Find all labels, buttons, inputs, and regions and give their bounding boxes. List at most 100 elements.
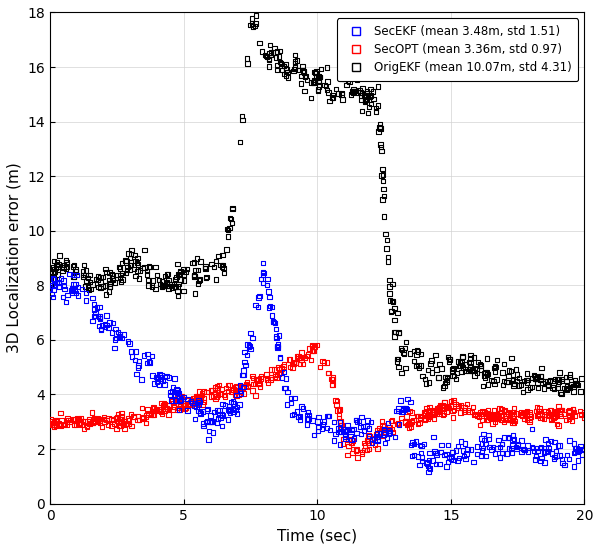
Point (369, 433, 379, 442)
Point (535, 410, 544, 419)
Point (179, 399, 189, 408)
Point (70, 272, 79, 281)
Point (182, 265, 192, 273)
Point (416, 411, 425, 420)
Point (266, 51, 275, 60)
Point (94, 322, 104, 331)
Point (215, 413, 225, 422)
Point (523, 447, 533, 456)
Point (223, 381, 233, 389)
Point (271, 53, 281, 62)
Point (341, 68, 351, 77)
Point (508, 441, 517, 450)
Point (247, 19, 257, 28)
Point (357, 449, 367, 458)
Point (344, 442, 353, 450)
Point (508, 417, 517, 426)
Point (417, 453, 427, 462)
Point (446, 454, 456, 463)
Point (284, 355, 294, 364)
Point (512, 409, 521, 418)
Point (162, 278, 172, 287)
Point (572, 379, 581, 388)
Point (50, 417, 60, 426)
Point (144, 262, 154, 271)
Point (562, 384, 571, 393)
Point (451, 446, 461, 455)
Point (58, 267, 67, 276)
Point (158, 376, 167, 385)
Point (355, 416, 364, 425)
Point (251, 391, 260, 400)
Point (248, 333, 257, 342)
Point (320, 81, 329, 90)
Point (215, 389, 225, 398)
Point (116, 418, 125, 427)
Point (179, 270, 188, 279)
Point (379, 428, 389, 437)
Point (406, 398, 415, 406)
Point (258, 271, 268, 279)
Point (484, 411, 494, 420)
Point (277, 373, 287, 382)
Point (468, 366, 478, 375)
Point (338, 425, 347, 433)
Point (275, 353, 284, 362)
Point (215, 410, 224, 419)
Point (191, 266, 200, 274)
Point (337, 427, 346, 436)
Point (308, 346, 318, 355)
Point (390, 332, 400, 341)
Point (478, 444, 488, 453)
Point (579, 410, 589, 419)
Point (93, 416, 103, 425)
Point (255, 292, 265, 300)
Point (179, 287, 188, 295)
Point (65, 415, 75, 424)
Point (133, 267, 142, 276)
Point (310, 77, 320, 86)
Point (167, 283, 177, 292)
Point (215, 261, 225, 270)
Point (101, 321, 111, 329)
Point (433, 404, 442, 413)
Point (506, 367, 515, 376)
Point (379, 212, 389, 221)
Point (256, 274, 266, 283)
Point (53, 262, 62, 271)
Point (462, 449, 472, 458)
Point (108, 416, 118, 425)
Point (537, 411, 547, 420)
Point (482, 370, 492, 379)
Point (385, 429, 394, 438)
Point (470, 364, 479, 372)
Point (68, 271, 78, 279)
Point (175, 267, 185, 276)
Point (447, 452, 457, 461)
Point (438, 383, 448, 392)
Point (74, 418, 84, 427)
Point (70, 421, 79, 430)
Point (396, 396, 406, 405)
Point (75, 419, 85, 427)
Point (239, 358, 249, 366)
Point (52, 416, 61, 425)
Point (294, 351, 304, 360)
Point (208, 417, 217, 426)
Point (413, 452, 422, 461)
Point (332, 397, 341, 406)
Point (398, 408, 408, 416)
Point (159, 399, 169, 408)
Point (351, 86, 361, 95)
Point (127, 352, 137, 361)
Point (121, 420, 131, 428)
Point (490, 367, 500, 376)
Point (145, 358, 155, 367)
Point (373, 437, 382, 446)
Point (59, 284, 69, 293)
Point (482, 416, 491, 425)
Point (316, 65, 326, 74)
Point (200, 263, 209, 272)
Point (497, 411, 507, 420)
Point (242, 351, 252, 360)
